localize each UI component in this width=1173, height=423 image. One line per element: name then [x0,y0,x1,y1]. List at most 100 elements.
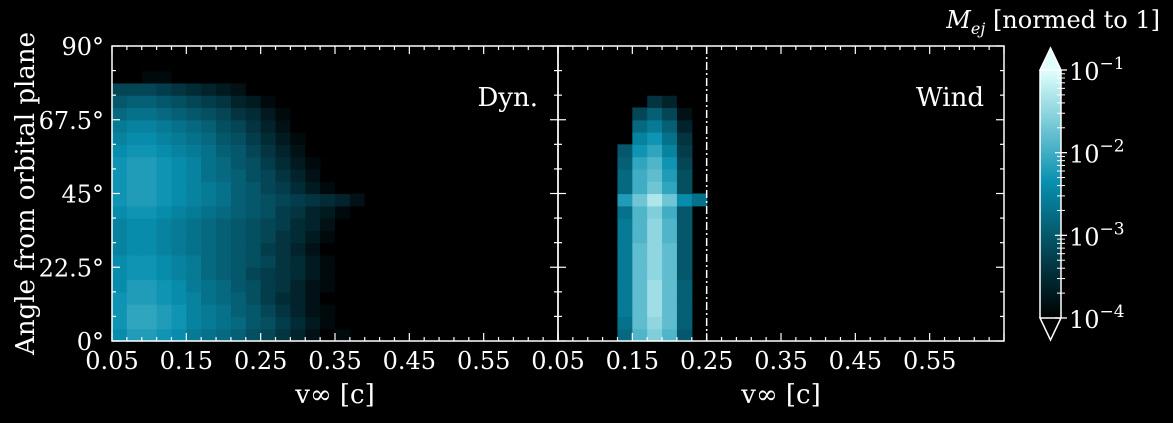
heatmap-cell [632,107,648,121]
heatmap-cell [275,316,291,330]
heatmap-cell [186,82,202,96]
heatmap-cell [126,291,143,305]
x-axis-label: v∞ [c] [740,380,820,410]
heatmap-cell [126,267,143,281]
axis-ticks [557,45,1005,342]
y-tick-label: 45° [61,181,104,209]
heatmap-cell [230,82,247,96]
heatmap-cell [275,132,291,145]
heatmap-cell [156,304,173,318]
heatmap-cell [305,291,321,305]
x-tick-label: 0.55 [903,347,956,375]
heatmap-cell [260,279,277,293]
heatmap-cell [201,316,217,330]
heatmap-cell [216,230,232,244]
heatmap-cell [112,316,128,330]
heatmap-cell [647,168,663,182]
heatmap-cell [156,316,173,330]
heatmap-cell [632,304,648,318]
heatmap-cell [662,119,678,133]
heatmap-cell [676,70,693,84]
heatmap-cell [112,144,128,158]
heatmap-cell [260,132,277,145]
heatmap-cell [290,267,306,281]
heatmap-cell [112,181,128,195]
heatmap-cell [171,230,187,244]
heatmap-cell [216,144,232,158]
heatmap-cell [617,181,633,195]
heatmap-cell [171,254,187,268]
heatmap-cell [676,267,693,281]
heatmap-cell [171,107,187,121]
heatmap-cell [260,254,277,268]
heatmap-cell [126,119,143,133]
heatmap-cell [320,230,336,244]
heatmap-cell [647,316,663,330]
heatmap-cell [201,279,217,293]
heatmap-cell [691,107,708,121]
heatmap-cell [126,82,143,96]
heatmap-cell [216,254,232,268]
heatmap-cell [676,291,693,305]
heatmap-cell [245,205,262,219]
heatmap-cell [617,218,633,231]
heatmap-cell [126,70,143,84]
heatmap-cell [230,95,247,109]
heatmap-cell [216,82,232,96]
heatmap-cell [260,267,277,281]
heatmap-cell [245,242,262,256]
x-tick-label: 0.35 [308,347,361,375]
heatmap-cell [275,156,291,170]
heatmap-cell [424,328,440,342]
panel-dynamical: 0.05 0.15 0.25 0.35 0.45 0.55 0° 22.5° 45° 67.5° 9… [11,32,559,410]
heatmap-cell [126,279,143,293]
heatmap-cell [275,205,291,219]
heatmap-cell [320,181,336,195]
heatmap-cell [245,328,262,342]
heatmap-cell [632,144,648,158]
heatmap-cell [201,168,217,182]
heatmap-cell [275,95,291,109]
heatmap-cell [320,168,336,182]
heatmap-cell [186,132,202,145]
heatmap-cell [349,193,366,207]
heatmap-cell [275,119,291,133]
heatmap-cell [186,156,202,170]
heatmap-cell [676,205,693,219]
colorbar-extend-min [1038,317,1063,342]
heatmap-cell [245,107,262,121]
heatmap-cell [245,144,262,158]
heatmap-cell [171,132,187,145]
heatmap-cell [320,291,336,305]
heatmap-cell [379,193,396,207]
heatmap-cell [171,193,187,207]
heatmap-cell [662,168,678,182]
heatmap-cell [141,242,158,256]
heatmap-cell [617,316,633,330]
heatmap-cell [141,316,158,330]
heatmap-cell [260,291,277,305]
heatmap-cell [230,132,247,145]
heatmap-cell [662,254,678,268]
heatmap-cell [216,156,232,170]
heatmap-cell [275,181,291,195]
heatmap-cell [156,82,173,96]
heatmap-cell [171,279,187,293]
heatmap-cell [617,291,633,305]
heatmap-cell [662,279,678,293]
heatmap-cell [632,193,648,207]
heatmap-cell [230,316,247,330]
heatmap-cell [320,218,336,231]
heatmap-cell [126,156,143,170]
heatmap-cell [662,230,678,244]
heatmap-cell [141,230,158,244]
heatmap-cell [112,218,128,231]
heatmap-cell [662,107,678,121]
heatmap-cell [632,156,648,170]
heatmap-cell [245,254,262,268]
heatmap-cell [186,58,202,72]
heatmap-cell [647,267,663,281]
heatmap-cell [245,82,262,96]
heatmap-cell [112,156,128,170]
heatmap-cell [305,156,321,170]
